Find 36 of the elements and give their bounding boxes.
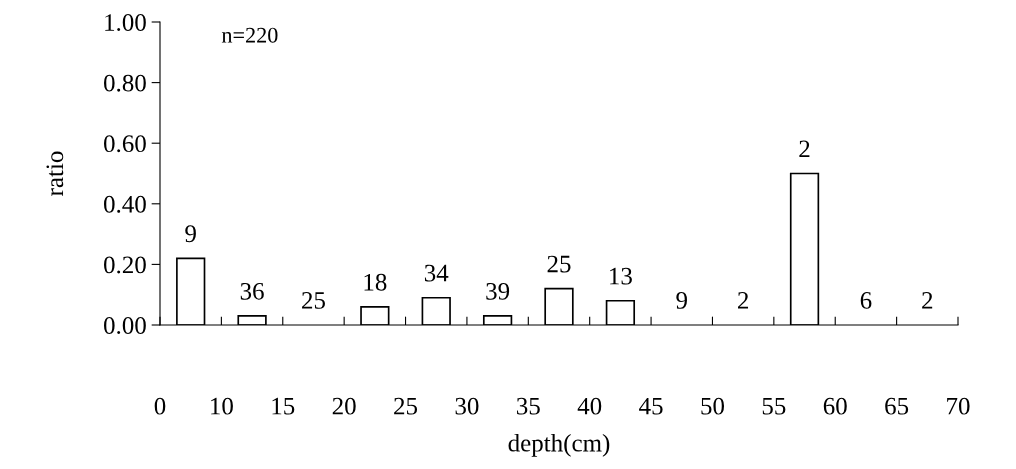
annotation: 39 xyxy=(486,282,510,300)
text: 60 xyxy=(823,397,847,415)
annotation: 9 xyxy=(676,292,687,309)
text: 70 xyxy=(947,397,970,415)
annotation: 13 xyxy=(610,267,632,285)
text: 0 xyxy=(154,397,166,415)
text: 40 xyxy=(577,397,602,415)
x-axis-title: depth(cm) xyxy=(508,434,610,457)
y-tick-label: 0.20 xyxy=(104,256,146,274)
annotation: 36 xyxy=(240,282,264,300)
text: 20 xyxy=(332,397,356,415)
y-axis-title: ratio xyxy=(46,151,64,196)
annotation: 6 xyxy=(860,292,872,309)
y-tick-label: 0.60 xyxy=(104,135,146,153)
annotation: 2 xyxy=(922,292,933,309)
annotation: 2 xyxy=(738,292,749,309)
annotation: 9 xyxy=(185,225,196,243)
text: 55 xyxy=(762,397,786,415)
text: 15 xyxy=(272,397,295,415)
text: 45 xyxy=(639,397,663,415)
annotation: n=220 xyxy=(221,27,278,43)
annotation: 18 xyxy=(364,273,387,291)
annotation: 34 xyxy=(424,264,449,282)
text: 65 xyxy=(885,397,909,415)
text: 50 xyxy=(701,397,725,415)
y-tick-label: 1.00 xyxy=(105,14,146,32)
annotation: 2 xyxy=(799,140,810,158)
annotation: 25 xyxy=(547,255,571,273)
y-tick-label: 0.00 xyxy=(104,317,146,335)
y-tick-label: 0.40 xyxy=(104,195,146,213)
text: 10 xyxy=(211,397,233,415)
text: 25 xyxy=(394,397,418,415)
text: 35 xyxy=(517,397,540,415)
annotation: 25 xyxy=(302,292,325,309)
y-tick-label: 0.80 xyxy=(104,74,146,92)
text: 30 xyxy=(455,397,479,415)
